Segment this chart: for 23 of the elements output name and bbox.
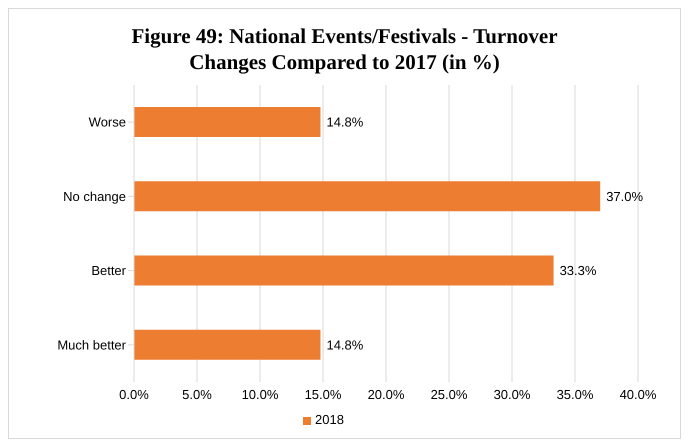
y-tick-label: Much better xyxy=(57,337,127,352)
chart-title: Figure 49: National Events/Festivals - Turnover Changes Compared to 2017 (in %) xyxy=(130,23,559,75)
x-tick-label: 15.0% xyxy=(304,387,342,402)
x-tick-label: 35.0% xyxy=(556,387,594,402)
data-label: 37.0% xyxy=(606,188,644,204)
bar xyxy=(134,330,320,360)
x-tick-label: 25.0% xyxy=(430,387,468,402)
x-tick-label: 20.0% xyxy=(368,387,405,402)
y-tick-label: No change xyxy=(63,188,126,204)
x-tick-label: 10.0% xyxy=(242,387,279,402)
bar xyxy=(134,181,600,212)
bar xyxy=(134,107,320,137)
bar xyxy=(134,256,554,286)
y-tick-label: Worse xyxy=(88,114,126,130)
legend-label: 2018 xyxy=(315,412,344,427)
y-tick-label: Better xyxy=(91,263,127,278)
x-tick-label: 40.0% xyxy=(620,387,657,402)
x-tick-label: 0.0% xyxy=(119,387,150,402)
data-label: 14.8% xyxy=(326,337,364,352)
x-tick-label: 30.0% xyxy=(494,387,531,402)
data-label: 33.3% xyxy=(560,263,597,278)
data-label: 14.8% xyxy=(326,114,364,130)
x-tick-label: 5.0% xyxy=(182,387,212,402)
